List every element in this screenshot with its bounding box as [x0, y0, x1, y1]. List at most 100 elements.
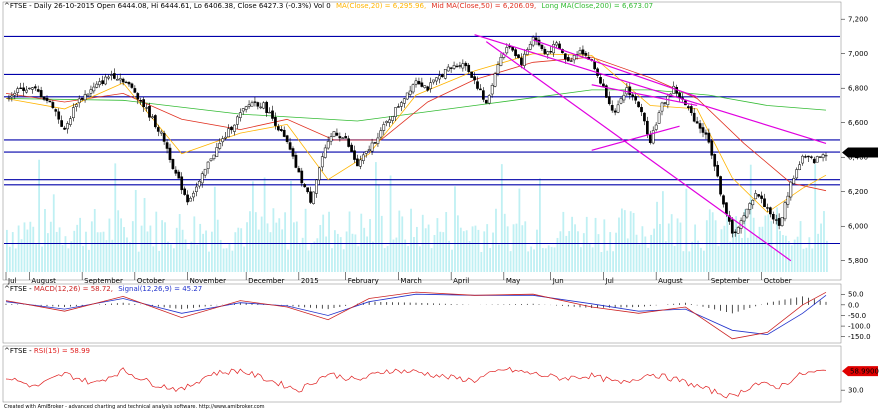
candle-body: [291, 148, 295, 157]
volume-bar: [126, 237, 128, 272]
volume-bar: [29, 221, 32, 272]
volume-bar: [582, 233, 585, 272]
candle-body: [549, 51, 553, 53]
price-y-tick-label: 6,800: [848, 85, 868, 93]
candle-body: [786, 195, 790, 205]
candle-body: [115, 78, 119, 81]
volume-bar: [442, 232, 445, 272]
macd-lines: [5, 291, 827, 340]
macd-y-tick-label: 0.0: [848, 301, 859, 309]
mid-ma-legend: Mid MA(Close,50) = 6,206.09,: [431, 2, 536, 10]
volume-bar: [673, 245, 676, 272]
candle-body: [338, 136, 342, 139]
x-tick-label: Jul: [604, 277, 614, 285]
candle-body: [408, 90, 412, 95]
volume-bar: [662, 191, 664, 272]
x-tick-label: May: [506, 277, 520, 285]
volume-bar: [272, 208, 275, 272]
candle-body: [156, 127, 160, 132]
volume-bar: [723, 225, 726, 272]
candle-body: [168, 147, 172, 160]
volume-bar: [70, 241, 73, 272]
trendline-lower-support: [485, 41, 792, 262]
trendline-channel-upper-2: [532, 39, 698, 98]
volume-bar: [641, 226, 644, 272]
candle-body: [763, 198, 766, 208]
x-tick-label: September: [711, 277, 750, 285]
candle-body: [558, 43, 561, 50]
candle-body: [651, 130, 655, 144]
candle-body: [382, 124, 386, 131]
volume-bar: [445, 212, 448, 272]
candle-body: [616, 104, 620, 113]
volume-bar: [741, 237, 743, 272]
candle-body: [599, 77, 602, 84]
candle-body: [443, 69, 447, 79]
volume-bar: [410, 208, 412, 272]
volume-bar: [588, 242, 591, 272]
candle-body: [461, 63, 465, 69]
candle-body: [28, 87, 31, 90]
volume-bar: [257, 229, 260, 272]
trendline-upper-resistance: [474, 34, 827, 144]
volume-bar: [164, 222, 166, 272]
volume-bar: [64, 236, 67, 272]
candle-body: [452, 65, 456, 69]
candle-body: [484, 99, 488, 104]
volume-bar: [61, 245, 64, 272]
candle-body: [798, 164, 801, 170]
candle-body: [531, 36, 535, 46]
long-ma-line: [5, 89, 827, 122]
candle-body: [297, 168, 301, 173]
horizontal-levels: [4, 35, 840, 245]
candle-body: [523, 53, 526, 66]
candle-body: [640, 107, 643, 113]
volume-bar: [293, 222, 295, 272]
candle-body: [66, 123, 69, 130]
candle-body: [7, 97, 11, 100]
volume-bar: [38, 159, 41, 272]
x-tick-label: December: [248, 277, 284, 285]
volume-bar: [758, 226, 761, 272]
candle-body: [197, 180, 201, 187]
volume-bar: [234, 232, 237, 272]
volume-bar: [738, 234, 740, 272]
volume-bar: [597, 234, 600, 272]
candle-body: [543, 48, 547, 54]
volume-bar: [319, 225, 322, 272]
volume-bar: [427, 224, 430, 272]
candle-body: [329, 136, 333, 142]
candle-body: [86, 93, 90, 97]
candle-body: [57, 111, 61, 120]
candle-body: [572, 55, 576, 61]
volume-bar: [782, 234, 784, 272]
candle-body: [268, 111, 271, 114]
candle-body: [725, 202, 728, 215]
candle-body: [470, 71, 473, 78]
volume-bar: [398, 210, 401, 272]
candle-body: [288, 142, 292, 150]
candle-body: [162, 132, 166, 142]
candle-body: [643, 112, 646, 122]
volume-bar: [524, 221, 527, 272]
volume-bar: [187, 249, 190, 272]
candle-body: [648, 134, 652, 143]
volume-bar: [325, 236, 328, 272]
candle-body: [687, 106, 690, 108]
candle-body: [89, 89, 93, 94]
candle-body: [766, 207, 769, 209]
candle-body: [139, 99, 143, 102]
volume-bar: [307, 250, 310, 272]
candle-body: [227, 128, 230, 138]
candle-body: [309, 191, 312, 203]
candle-body: [271, 110, 274, 119]
volume-bar: [492, 232, 494, 272]
volume-bar: [90, 221, 93, 272]
volume-bar: [120, 218, 123, 272]
volume-bar: [430, 248, 433, 272]
candle-body: [514, 49, 517, 57]
volume-bar: [550, 246, 553, 272]
volume-bar: [155, 211, 158, 272]
candle-body: [689, 106, 693, 114]
x-tick-label: August: [31, 277, 56, 285]
